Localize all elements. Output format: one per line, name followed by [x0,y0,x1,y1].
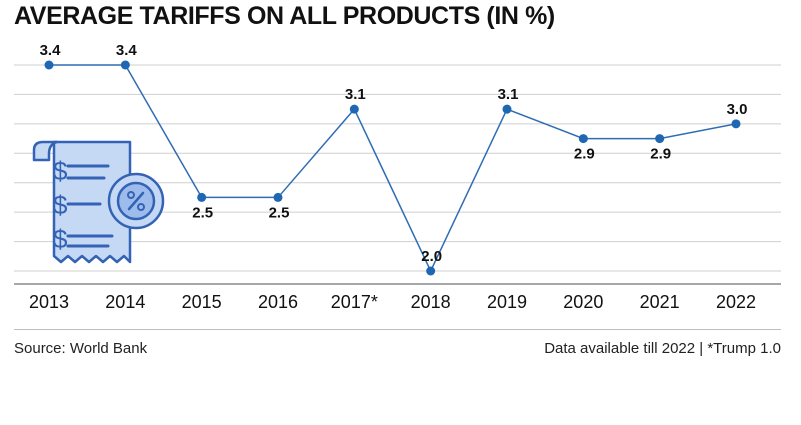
data-label: 3.4 [40,42,62,59]
svg-text:$: $ [53,224,68,254]
x-tick-label: 2019 [487,292,527,312]
data-label: 3.4 [116,42,138,59]
tariff-receipt-icon: $ $ $ [32,140,165,264]
x-tick-label: 2015 [182,292,222,312]
data-labels: 3.4 3.4 2.5 2.5 3.1 2.0 3.1 2.9 2.9 3.0 [40,42,748,265]
svg-text:$: $ [53,156,68,186]
data-point [197,192,207,202]
x-tick-labels: 2013 2014 2015 2016 2017* 2018 2019 2020 2021 202… [29,292,756,312]
data-point [273,192,283,202]
data-point [120,60,130,70]
x-tick-label: 2014 [105,292,145,312]
data-point [349,104,359,114]
data-label: 2.9 [650,146,671,163]
data-label: 3.1 [345,86,366,103]
x-tick-label: 2022 [716,292,756,312]
svg-text:$: $ [53,190,68,220]
data-availability-note: Data available till 2022 | *Trump 1.0 [544,340,781,357]
source-note: Source: World Bank [14,340,148,357]
data-label: 2.5 [192,204,213,221]
data-point [44,60,54,70]
x-tick-label: 2018 [411,292,451,312]
footer-divider [14,329,781,330]
data-label: 3.0 [727,101,748,118]
data-points [44,60,741,276]
data-point [578,134,588,144]
x-tick-label: 2021 [640,292,680,312]
data-point [426,266,436,276]
data-label: 2.0 [421,248,442,265]
x-tick-label: 2016 [258,292,298,312]
data-point [502,104,512,114]
data-label: 2.5 [269,204,290,221]
series-line [49,64,737,273]
x-tick-label: 2017* [331,292,378,312]
x-tick-label: 2020 [563,292,603,312]
data-point [655,134,665,144]
chart-title: AVERAGE TARIFFS ON ALL PRODUCTS (IN %) [14,2,555,30]
data-point [731,119,741,129]
data-label: 3.1 [498,86,519,103]
data-label: 2.9 [574,146,595,163]
x-tick-label: 2013 [29,292,69,312]
